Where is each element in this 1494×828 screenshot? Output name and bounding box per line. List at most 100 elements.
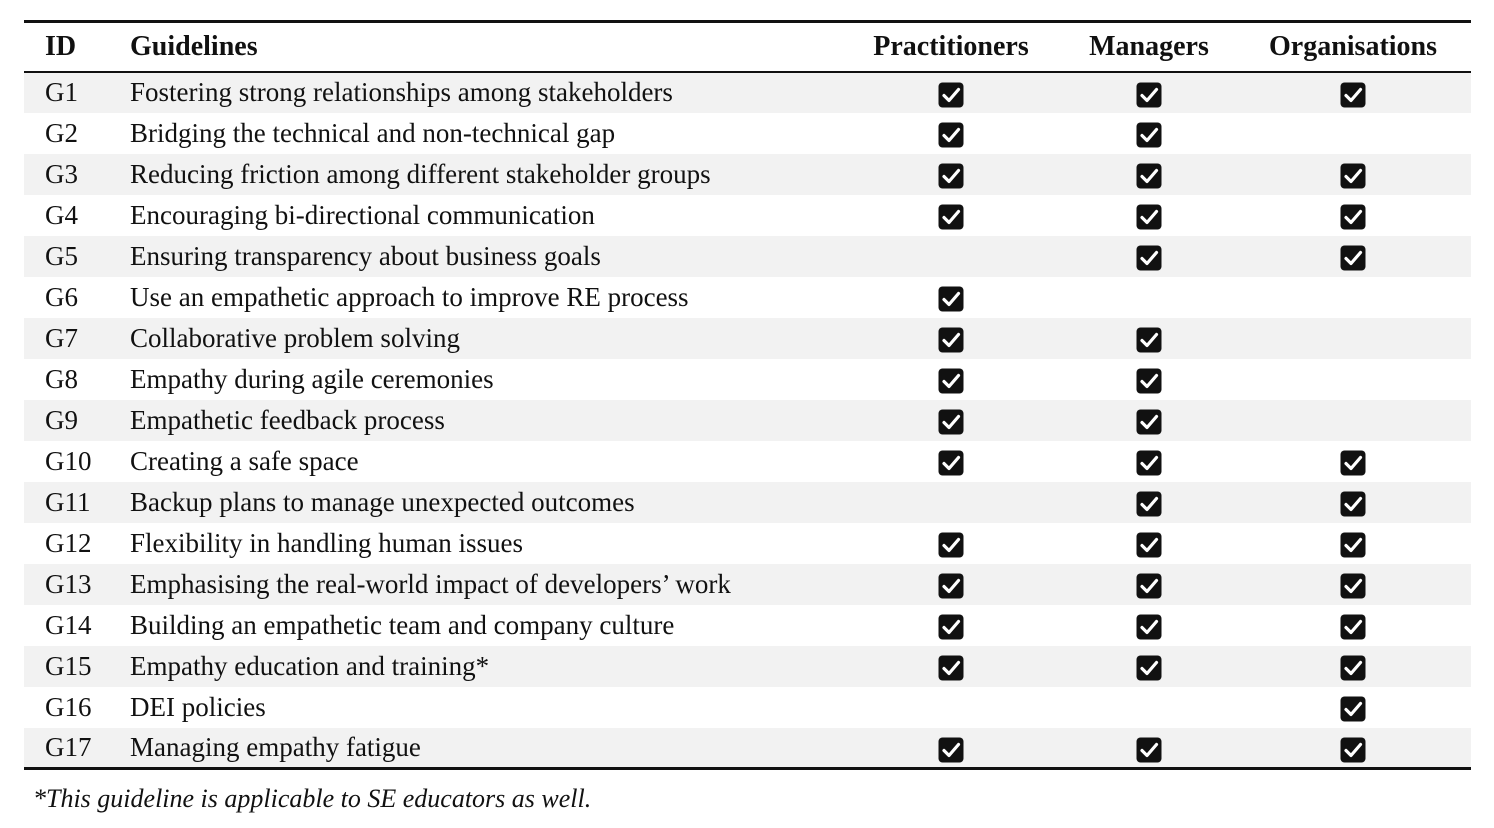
checked-checkbox-icon (938, 532, 964, 558)
table-body: G1 Fostering strong relationships among s… (24, 71, 1471, 769)
managers-cell (1063, 318, 1235, 359)
checked-checkbox-icon (1136, 450, 1162, 476)
guideline-id: G13 (45, 568, 92, 599)
guideline-text: Flexibility in handling human issues (130, 527, 523, 558)
practitioners-cell (839, 236, 1063, 277)
checked-checkbox-icon (1136, 614, 1162, 640)
checked-checkbox-icon (938, 614, 964, 640)
checked-checkbox-icon (938, 204, 964, 230)
guidelines-table-container: ID Guidelines Practitioners Managers Org… (24, 20, 1471, 770)
checked-checkbox-icon (1136, 327, 1162, 353)
guideline-text: Empathy education and training* (130, 650, 490, 681)
guideline-text: Building an empathetic team and company … (130, 609, 675, 640)
organisations-cell (1235, 728, 1471, 769)
managers-cell (1063, 523, 1235, 564)
guideline-text: Empathetic feedback process (130, 404, 445, 435)
checked-checkbox-icon (938, 82, 964, 108)
organisations-cell (1235, 318, 1471, 359)
checked-checkbox-icon (1340, 491, 1366, 517)
checked-checkbox-icon (1136, 532, 1162, 558)
checked-checkbox-icon (938, 122, 964, 148)
managers-cell (1063, 564, 1235, 605)
checked-checkbox-icon (1340, 163, 1366, 189)
table-row: G15 Empathy education and training* (24, 645, 1471, 687)
checked-checkbox-icon (938, 286, 964, 312)
guideline-id: G5 (45, 240, 78, 271)
table-row: G3 Reducing friction among different stak… (24, 153, 1471, 195)
practitioners-cell (839, 195, 1063, 236)
guideline-id: G3 (45, 158, 78, 189)
footnote: *This guideline is applicable to SE educ… (33, 784, 592, 813)
table-row: G14 Building an empathetic team and compa… (24, 605, 1471, 646)
guideline-id: G17 (45, 731, 92, 762)
header-guidelines: Guidelines (130, 30, 258, 62)
guideline-id: G11 (45, 486, 91, 517)
practitioners-cell (839, 646, 1063, 687)
managers-cell (1063, 277, 1235, 318)
managers-cell (1063, 482, 1235, 523)
practitioners-cell (839, 72, 1063, 113)
checked-checkbox-icon (1136, 491, 1162, 517)
checked-checkbox-icon (938, 450, 964, 476)
checked-checkbox-icon (1340, 573, 1366, 599)
organisations-cell (1235, 441, 1471, 482)
checked-checkbox-icon (938, 573, 964, 599)
guideline-id: G6 (45, 281, 78, 312)
checked-checkbox-icon (1340, 614, 1366, 640)
guideline-text: Collaborative problem solving (130, 322, 460, 353)
managers-cell (1063, 72, 1235, 113)
table-row: G1 Fostering strong relationships among s… (24, 71, 1471, 113)
guideline-id: G8 (45, 363, 78, 394)
guideline-text: Ensuring transparency about business goa… (130, 240, 601, 271)
guideline-text: Emphasising the real-world impact of dev… (130, 568, 731, 599)
practitioners-cell (839, 277, 1063, 318)
guideline-id: G9 (45, 404, 78, 435)
table-row: G16 DEI policies (24, 687, 1471, 728)
header-organisations: Organisations (1268, 30, 1438, 62)
practitioners-cell (839, 400, 1063, 441)
checked-checkbox-icon (1340, 532, 1366, 558)
practitioners-cell (839, 318, 1063, 359)
checked-checkbox-icon (1136, 409, 1162, 435)
guideline-id: G4 (45, 199, 78, 230)
guideline-text: Bridging the technical and non-technical… (130, 117, 616, 148)
managers-cell (1063, 195, 1235, 236)
checked-checkbox-icon (1136, 245, 1162, 271)
guideline-id: G14 (45, 609, 92, 640)
organisations-cell (1235, 154, 1471, 195)
managers-cell (1063, 154, 1235, 195)
checked-checkbox-icon (938, 163, 964, 189)
managers-cell (1063, 646, 1235, 687)
header-managers: Managers (1089, 30, 1209, 62)
checked-checkbox-icon (1136, 573, 1162, 599)
checked-checkbox-icon (1340, 82, 1366, 108)
practitioners-cell (839, 359, 1063, 400)
organisations-cell (1235, 236, 1471, 277)
checked-checkbox-icon (938, 737, 964, 763)
checked-checkbox-icon (1136, 655, 1162, 681)
table-row: G5 Ensuring transparency about business g… (24, 235, 1471, 277)
organisations-cell (1235, 605, 1471, 646)
managers-cell (1063, 605, 1235, 646)
organisations-cell (1235, 523, 1471, 564)
checked-checkbox-icon (1340, 245, 1366, 271)
guideline-id: G12 (45, 527, 92, 558)
managers-cell (1063, 113, 1235, 154)
guideline-text: Managing empathy fatigue (130, 731, 421, 762)
guideline-id: G7 (45, 322, 78, 353)
table-row: G13 Emphasising the real-world impact of … (24, 563, 1471, 605)
checked-checkbox-icon (1136, 737, 1162, 763)
table-row: G12 Flexibility in handling human issues (24, 523, 1471, 564)
header-practitioners: Practitioners (873, 30, 1029, 62)
guideline-text: Backup plans to manage unexpected outcom… (130, 486, 635, 517)
managers-cell (1063, 441, 1235, 482)
guideline-id: G2 (45, 117, 78, 148)
organisations-cell (1235, 277, 1471, 318)
guideline-text: Creating a safe space (130, 445, 359, 476)
practitioners-cell (839, 687, 1063, 728)
practitioners-cell (839, 728, 1063, 769)
header-row: ID Guidelines Practitioners Managers Org… (24, 21, 1471, 72)
guideline-text: Empathy during agile ceremonies (130, 363, 494, 394)
guideline-id: G16 (45, 691, 92, 722)
table-row: G8 Empathy during agile ceremonies (24, 359, 1471, 400)
